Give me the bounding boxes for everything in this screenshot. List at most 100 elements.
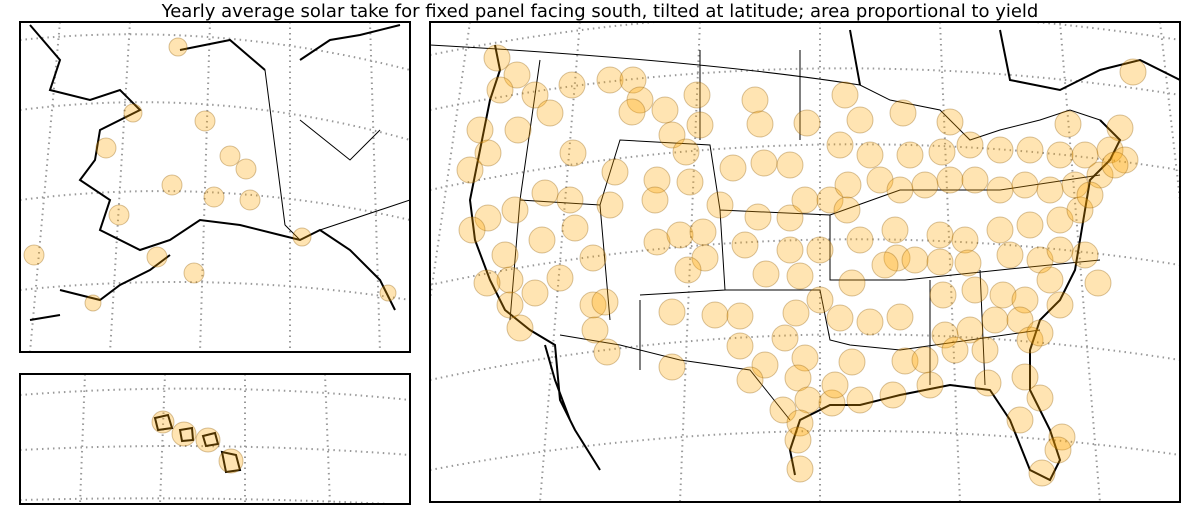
yield-bubble (846, 386, 874, 414)
yield-bubble (658, 298, 686, 326)
yield-bubble (496, 266, 524, 294)
yield-bubble (108, 204, 130, 226)
yield-bubble (521, 279, 549, 307)
yield-bubble (926, 221, 954, 249)
yield-bubble (856, 308, 884, 336)
yield-bubble (1046, 236, 1074, 264)
yield-bubble (791, 186, 819, 214)
yield-bubble (750, 149, 778, 177)
yield-bubble (504, 116, 532, 144)
yield-bubble (929, 281, 957, 309)
yield-bubble (776, 151, 804, 179)
yield-bubble (474, 139, 502, 167)
yield-bubble (901, 246, 929, 274)
yield-bubble (871, 251, 899, 279)
yield-bubble (846, 226, 874, 254)
yield-bubble (776, 236, 804, 264)
yield-bubble (726, 332, 754, 360)
yield-bubble (971, 336, 999, 364)
yield-bubble (784, 364, 812, 392)
hawaii-frame (19, 373, 411, 505)
yield-bubble (1076, 181, 1104, 209)
yield-bubble (879, 381, 907, 409)
yield-bubble (719, 154, 747, 182)
yield-bubble (506, 314, 534, 342)
yield-bubble (883, 244, 911, 272)
yield-bubble (986, 136, 1014, 164)
yield-bubble (786, 455, 814, 483)
yield-bubble (689, 218, 717, 246)
yield-bubble (996, 241, 1024, 269)
yield-bubble (793, 109, 821, 137)
yield-bubble (579, 244, 607, 272)
yield-bubble (776, 204, 804, 232)
yield-bubble (1044, 436, 1072, 464)
yield-bubble (816, 186, 844, 214)
yield-bubble (1046, 291, 1074, 319)
yield-bubble (833, 196, 861, 224)
yield-bubble (581, 316, 609, 344)
yield-bubble (1016, 326, 1044, 354)
yield-bubble (593, 338, 621, 366)
yield-bubble (751, 351, 779, 379)
yield-bubble (916, 371, 944, 399)
yield-bubble (531, 179, 559, 207)
yield-bubble (961, 276, 989, 304)
yield-bubble (596, 191, 624, 219)
yield-bubble (183, 262, 205, 284)
yield-bubble (1061, 171, 1089, 199)
yield-bubble (168, 37, 188, 57)
yield-bubble (496, 291, 524, 319)
yield-bubble (658, 121, 686, 149)
yield-bubble (171, 421, 197, 447)
yield-bubble (736, 366, 764, 394)
yield-bubble (838, 269, 866, 297)
yield-bubble (1119, 58, 1147, 86)
yield-bubble (726, 302, 754, 330)
yield-bubble (1036, 176, 1064, 204)
yield-bubble (974, 369, 1002, 397)
yield-bubble (674, 256, 702, 284)
yield-bubble (1101, 151, 1129, 179)
yield-bubble (458, 216, 486, 244)
yield-bubble (889, 99, 917, 127)
yield-bubble (683, 81, 711, 109)
yield-bubble (818, 389, 846, 417)
yield-bubble (146, 246, 168, 268)
yield-bubble (658, 353, 686, 381)
yield-bubble (886, 303, 914, 331)
yield-bubble (956, 316, 984, 344)
yield-bubble (794, 386, 822, 414)
yield-bubble (866, 166, 894, 194)
yield-bubble (601, 158, 629, 186)
yield-bubble (235, 158, 257, 180)
yield-bubble (203, 186, 225, 208)
yield-bubble (1071, 241, 1099, 269)
yield-bubble (741, 86, 769, 114)
yield-bubble (1016, 136, 1044, 164)
yield-bubble (672, 138, 700, 166)
yield-bubble (218, 448, 244, 474)
yield-bubble (782, 299, 810, 327)
yield-bubble (981, 306, 1009, 334)
yield-bubble (1054, 110, 1082, 138)
yield-bubble (292, 227, 312, 247)
yield-bubble (956, 131, 984, 159)
yield-bubble (219, 145, 241, 167)
yield-bubble (643, 166, 671, 194)
conus-frame (429, 21, 1181, 503)
yield-bubble (706, 191, 734, 219)
yield-bubble (791, 344, 819, 372)
yield-bubble (881, 216, 909, 244)
yield-bubble (123, 103, 143, 123)
yield-bubble (84, 294, 102, 312)
yield-bubble (786, 409, 814, 437)
yield-bubble (931, 321, 959, 349)
yield-bubble (591, 288, 619, 316)
yield-bubble (744, 203, 772, 231)
yield-bubble (1066, 196, 1094, 224)
yield-bubble (1026, 384, 1054, 412)
yield-bubble (1011, 286, 1039, 314)
yield-bubble (501, 196, 529, 224)
yield-bubble (1011, 171, 1039, 199)
